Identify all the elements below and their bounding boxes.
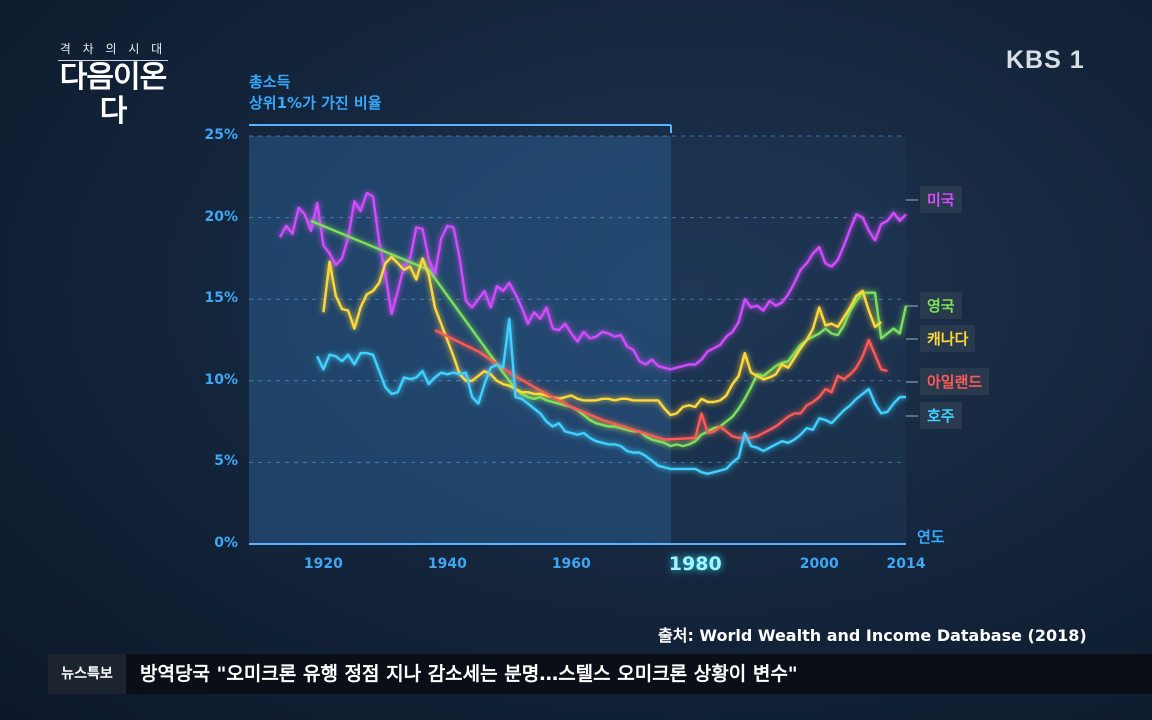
y-tick-label: 15% (204, 290, 238, 307)
legend-tag-캐나다: 캐나다 (920, 325, 976, 352)
post-1980-region (671, 136, 906, 544)
chart-title: 총소득 상위1%가 가진 비율 (249, 72, 382, 114)
legend-tag-미국: 미국 (920, 186, 962, 213)
pre-1980-region (249, 136, 671, 544)
program-logo: 격 차 의 시 대 다음이온다 (58, 40, 168, 129)
program-subtitle: 격 차 의 시 대 (59, 42, 167, 56)
x-tick-label: 1920 (303, 556, 343, 572)
y-tick-label: 5% (214, 453, 238, 470)
legend-tag-영국: 영국 (920, 292, 962, 319)
x-tick-label: 2014 (886, 556, 926, 572)
source-caption: 출처: World Wealth and Income Database (20… (658, 626, 1087, 645)
y-tick-label: 10% (204, 371, 238, 388)
x-axis-label: 연도 (917, 528, 945, 546)
ticker-tag: 뉴스특보 (48, 654, 126, 694)
series-line-영국 (310, 219, 908, 448)
y-tick-label: 0% (214, 535, 238, 551)
legend-tag-아일랜드: 아일랜드 (920, 368, 990, 395)
chart-title-line2: 상위1%가 가진 비율 (249, 94, 382, 112)
y-tick-label: 20% (204, 208, 238, 225)
x-tick-label: 2000 (799, 556, 839, 572)
news-ticker: 뉴스특보 방역당국 "오미크론 유행 정점 지나 감소세는 분명…스텔스 오미크… (48, 654, 1152, 694)
broadcaster-logo: KBS 1 (1006, 46, 1085, 74)
x-tick-label: 1940 (427, 556, 467, 572)
series-line-아일랜드 (434, 329, 888, 441)
legend-tag-호주: 호주 (920, 402, 962, 429)
y-tick-label: 25% (204, 127, 238, 143)
ticker-headline: 방역당국 "오미크론 유행 정점 지나 감소세는 분명…스텔스 오미크론 상황이… (140, 663, 798, 685)
x-tick-label-highlight: 1980 (668, 553, 722, 575)
series-line-호주 (316, 317, 906, 475)
program-title: 다음이온다 (58, 60, 168, 129)
chart-title-line1: 총소득 (249, 73, 291, 91)
series-line-캐나다 (322, 255, 882, 417)
x-tick-label: 1960 (551, 556, 591, 572)
